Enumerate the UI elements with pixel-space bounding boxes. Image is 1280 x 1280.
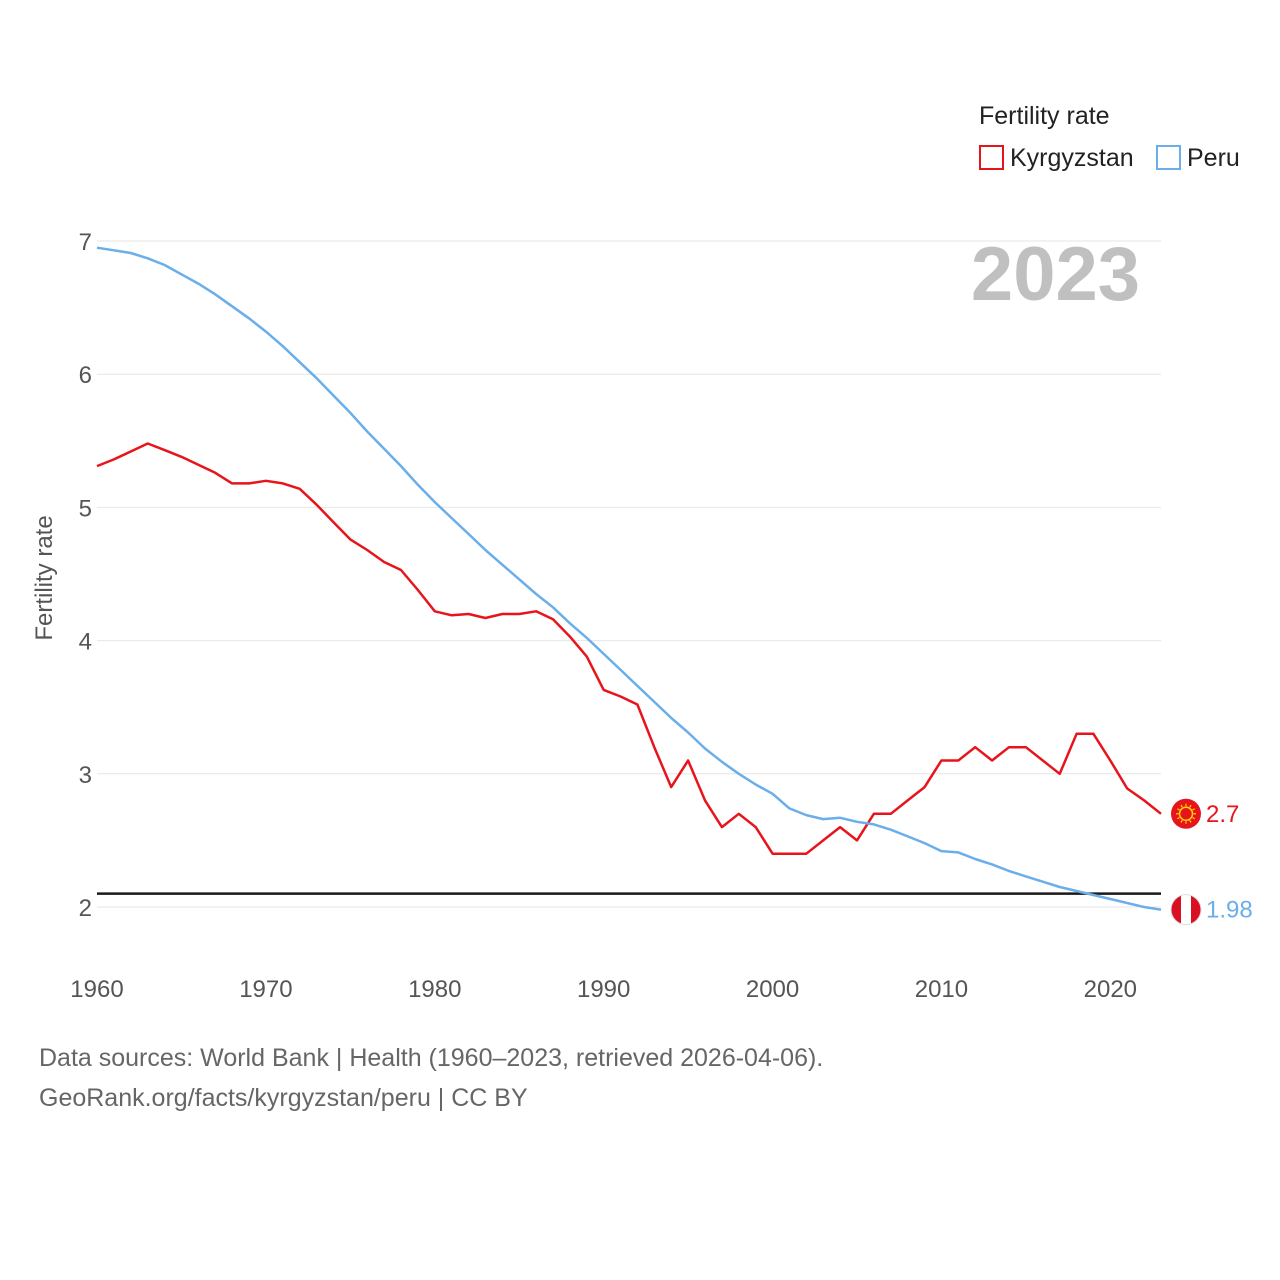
kyrgyzstan-flag-icon bbox=[1171, 798, 1201, 829]
legend-label-kyrgyzstan: Kyrgyzstan bbox=[1010, 144, 1134, 172]
legend-title: Fertility rate bbox=[979, 102, 1110, 130]
gridlines bbox=[97, 240, 1161, 908]
footer-credit-link[interactable]: GeoRank.org/facts/kyrgyzstan/peru | CC B… bbox=[39, 1084, 528, 1112]
x-tick-label: 1980 bbox=[408, 976, 461, 1003]
y-axis-ticks: 2 3 4 5 6 7 bbox=[79, 229, 92, 922]
x-tick-label: 1970 bbox=[239, 976, 292, 1003]
y-tick-label: 6 bbox=[79, 362, 92, 389]
x-tick-label: 1990 bbox=[577, 976, 630, 1003]
legend-label-peru: Peru bbox=[1187, 144, 1240, 172]
end-value-peru: 1.98 bbox=[1206, 897, 1253, 924]
series-lines bbox=[96, 246, 1162, 911]
legend-item-kyrgyzstan[interactable]: Kyrgyzstan bbox=[979, 144, 1134, 172]
x-tick-label: 2010 bbox=[915, 976, 968, 1003]
legend: Fertility rate Kyrgyzstan Peru bbox=[979, 102, 1240, 172]
x-axis-ticks: 1960 1970 1980 1990 2000 2010 2020 bbox=[70, 976, 1137, 1003]
x-tick-label: 1960 bbox=[70, 976, 123, 1003]
legend-swatch-peru bbox=[1156, 145, 1181, 170]
x-tick-label: 2000 bbox=[746, 976, 799, 1003]
y-axis-label: Fertility rate bbox=[31, 515, 58, 640]
y-tick-label: 5 bbox=[79, 495, 92, 522]
x-tick-label: 2020 bbox=[1084, 976, 1137, 1003]
legend-swatch-kyrgyzstan bbox=[979, 145, 1004, 170]
series-line-kyrgyzstan bbox=[96, 442, 1162, 855]
end-value-kyrgyzstan: 2.7 bbox=[1206, 801, 1239, 828]
year-label: 2023 bbox=[971, 232, 1140, 317]
y-tick-label: 4 bbox=[79, 629, 92, 656]
series-line-peru bbox=[96, 246, 1162, 911]
peru-flag-icon bbox=[1170, 894, 1202, 926]
y-tick-label: 3 bbox=[79, 762, 92, 789]
legend-item-peru[interactable]: Peru bbox=[1156, 144, 1240, 172]
y-tick-label: 2 bbox=[79, 895, 92, 922]
end-markers: 2.7 1.98 bbox=[1170, 798, 1253, 926]
y-tick-label: 7 bbox=[79, 229, 92, 256]
footer-sources: Data sources: World Bank | Health (1960–… bbox=[39, 1044, 824, 1072]
